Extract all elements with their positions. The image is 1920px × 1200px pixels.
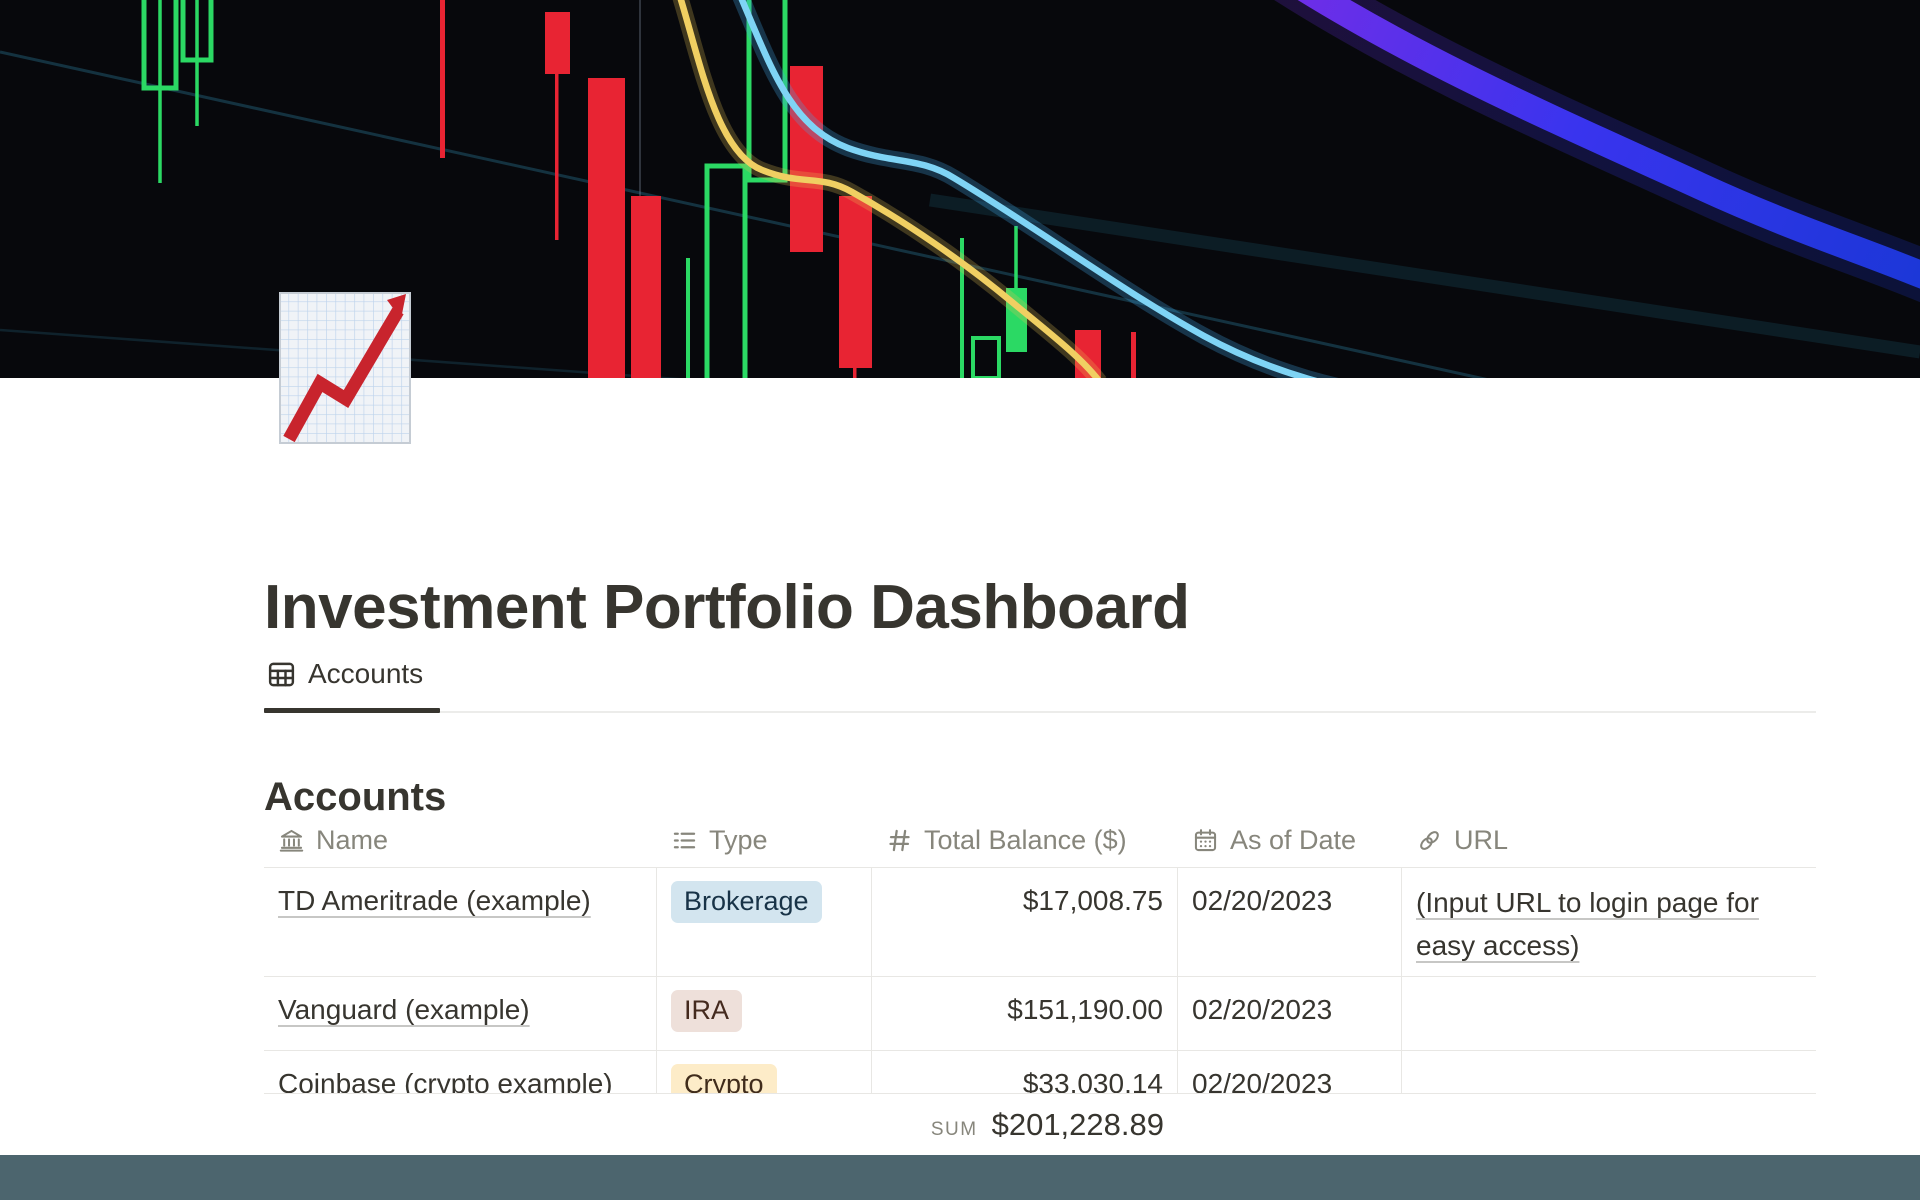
column-header-url[interactable]: URL: [1402, 814, 1816, 867]
type-cell[interactable]: Crypto: [657, 1051, 872, 1093]
page-link[interactable]: Vanguard (example): [278, 994, 530, 1025]
table-header-row: Name Type Total Balance ($): [264, 814, 1816, 868]
table-row: Coinbase (crypto example) Crypto $33,030…: [264, 1051, 1816, 1094]
url-cell[interactable]: [1402, 977, 1816, 1050]
column-label: Type: [709, 825, 768, 855]
date-cell[interactable]: 02/20/2023: [1178, 1051, 1402, 1093]
list-icon: [673, 832, 696, 849]
column-header-as-of-date[interactable]: As of Date: [1178, 814, 1402, 867]
column-label: Name: [316, 825, 389, 855]
hash-icon: [889, 829, 910, 852]
page-title[interactable]: Investment Portfolio Dashboard: [264, 572, 1190, 642]
calendar-icon: [1194, 829, 1217, 852]
balance-cell[interactable]: $33,030.14: [872, 1051, 1178, 1093]
tab-label: Accounts: [308, 658, 424, 689]
tab-accounts[interactable]: Accounts: [264, 658, 441, 713]
table-row: TD Ameritrade (example) Brokerage $17,00…: [264, 868, 1816, 977]
view-tabbar: Accounts: [264, 658, 1816, 713]
url-cell[interactable]: [1402, 1051, 1816, 1093]
url-link[interactable]: (Input URL to login page for easy access…: [1416, 887, 1759, 962]
column-header-name[interactable]: Name: [264, 814, 657, 867]
date-cell[interactable]: 02/20/2023: [1178, 977, 1402, 1050]
sum-label: SUM: [930, 1118, 978, 1140]
database-title[interactable]: Accounts: [264, 775, 447, 820]
bottom-bar: [0, 1155, 1920, 1200]
date-cell[interactable]: 02/20/2023: [1178, 868, 1402, 976]
type-cell[interactable]: IRA: [657, 977, 872, 1050]
sum-value: $201,228.89: [991, 1106, 1164, 1142]
sum-calculation[interactable]: SUM $201,228.89: [872, 1107, 1178, 1143]
type-badge: Crypto: [671, 1064, 777, 1093]
bank-icon: [279, 829, 304, 852]
type-badge: IRA: [671, 990, 743, 1032]
accounts-table: Name Type Total Balance ($): [264, 814, 1816, 1094]
link-icon: [1420, 831, 1439, 850]
table-calculation-footer: SUM $201,228.89: [264, 1094, 1816, 1155]
table-row: Vanguard (example) IRA $151,190.00 02/20…: [264, 977, 1816, 1051]
table-icon: [268, 662, 295, 686]
column-label: As of Date: [1230, 825, 1357, 855]
balance-cell[interactable]: $17,008.75: [872, 868, 1178, 976]
column-header-total-balance[interactable]: Total Balance ($): [872, 814, 1178, 867]
page-link[interactable]: TD Ameritrade (example): [278, 885, 591, 916]
type-badge: Brokerage: [671, 881, 822, 923]
name-cell[interactable]: Vanguard (example): [264, 977, 657, 1050]
balance-cell[interactable]: $151,190.00: [872, 977, 1178, 1050]
page-link[interactable]: Coinbase (crypto example): [278, 1068, 613, 1094]
page-icon-chart-increasing[interactable]: [279, 292, 411, 444]
name-cell[interactable]: Coinbase (crypto example): [264, 1051, 657, 1094]
url-cell[interactable]: (Input URL to login page for easy access…: [1402, 868, 1816, 976]
column-header-type[interactable]: Type: [657, 814, 872, 867]
column-label: Total Balance ($): [924, 825, 1127, 855]
type-cell[interactable]: Brokerage: [657, 868, 872, 976]
column-label: URL: [1454, 825, 1509, 855]
name-cell[interactable]: TD Ameritrade (example): [264, 868, 657, 976]
